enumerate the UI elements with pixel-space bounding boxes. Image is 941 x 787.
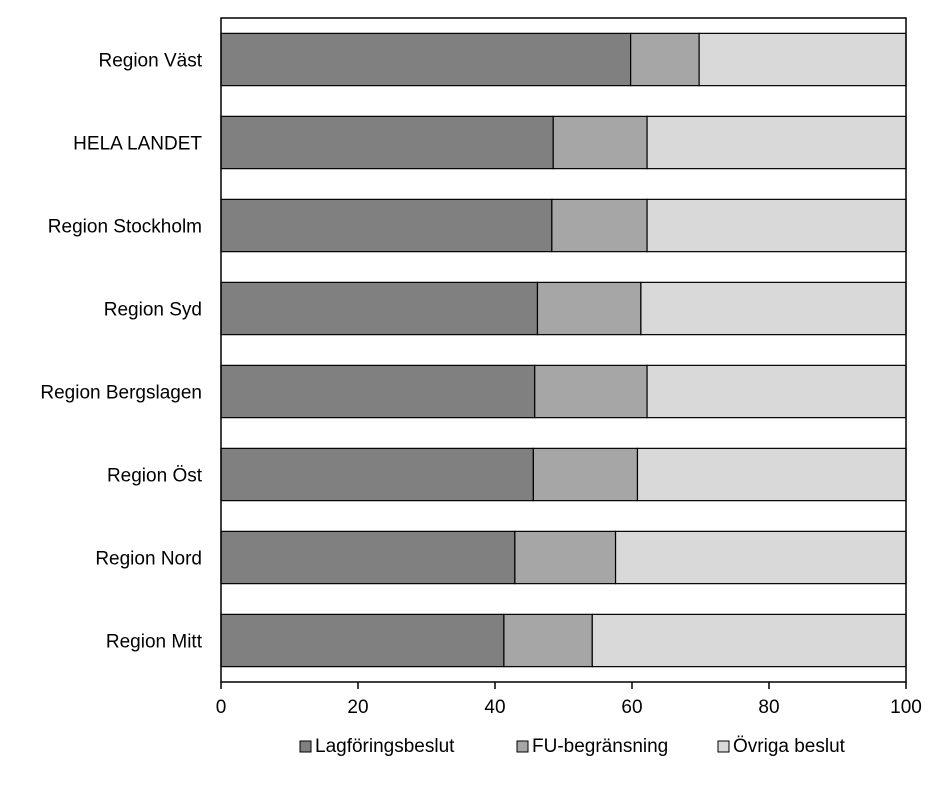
legend-label: Lagföringsbeslut bbox=[315, 736, 455, 757]
bar-segment-fu-begr-nsning-5 bbox=[532, 447, 639, 502]
bars-group bbox=[220, 32, 907, 668]
legend-label: FU-begränsning bbox=[532, 736, 668, 757]
category-label: Region Väst bbox=[98, 51, 202, 72]
plot-area-frame bbox=[220, 17, 907, 683]
bar-segment--vriga-beslut-5 bbox=[636, 447, 907, 502]
bar-segment-lagf-ringsbeslut-1 bbox=[220, 115, 554, 170]
x-tick-label: 100 bbox=[890, 697, 922, 718]
bar-segment-fu-begr-nsning-4 bbox=[534, 364, 648, 419]
bar-segment--vriga-beslut-7 bbox=[591, 613, 907, 668]
bar-segment-lagf-ringsbeslut-4 bbox=[220, 364, 536, 419]
legend-swatch bbox=[717, 740, 730, 753]
bar-segment-lagf-ringsbeslut-5 bbox=[220, 447, 534, 502]
category-label: Region Bergslagen bbox=[40, 383, 202, 404]
bar-segment-fu-begr-nsning-0 bbox=[630, 32, 700, 87]
category-label: Region Stockholm bbox=[48, 217, 202, 238]
bar-segment--vriga-beslut-3 bbox=[640, 281, 907, 336]
bar-segment--vriga-beslut-2 bbox=[646, 198, 907, 253]
category-label: Region Syd bbox=[104, 300, 202, 321]
legend-swatch bbox=[299, 740, 312, 753]
bar-segment--vriga-beslut-6 bbox=[614, 530, 907, 585]
x-tick-label: 0 bbox=[216, 697, 227, 718]
bar-segment-fu-begr-nsning-6 bbox=[514, 530, 617, 585]
category-label: Region Nord bbox=[95, 549, 202, 570]
bar-segment-lagf-ringsbeslut-7 bbox=[220, 613, 505, 668]
x-axis: 0 20 40 60 80 100 bbox=[216, 682, 922, 718]
legend-label: Övriga beslut bbox=[733, 736, 846, 757]
bar-segment-lagf-ringsbeslut-0 bbox=[220, 32, 632, 87]
bar-segment-fu-begr-nsning-7 bbox=[503, 613, 593, 668]
category-labels: Region Väst HELA LANDET Region Stockholm Re… bbox=[40, 51, 202, 653]
bar-segment-fu-begr-nsning-1 bbox=[552, 115, 648, 170]
bar-segment-lagf-ringsbeslut-6 bbox=[220, 530, 516, 585]
x-tick-label: 80 bbox=[758, 697, 779, 718]
x-tick-label: 40 bbox=[484, 697, 505, 718]
legend-swatch bbox=[516, 740, 529, 753]
bar-segment--vriga-beslut-1 bbox=[646, 115, 907, 170]
x-tick-label: 60 bbox=[621, 697, 642, 718]
bar-segment-fu-begr-nsning-3 bbox=[536, 281, 642, 336]
bar-segment-fu-begr-nsning-2 bbox=[551, 198, 648, 253]
category-label: Region Öst bbox=[107, 466, 203, 487]
bar-segment-lagf-ringsbeslut-2 bbox=[220, 198, 553, 253]
category-label: Region Mitt bbox=[106, 632, 203, 653]
category-label: HELA LANDET bbox=[73, 134, 202, 155]
bar-segment-lagf-ringsbeslut-3 bbox=[220, 281, 539, 336]
bar-segment--vriga-beslut-4 bbox=[646, 364, 907, 419]
x-tick-label: 20 bbox=[347, 697, 368, 718]
legend: Lagföringsbeslut FU-begränsning Övriga bes… bbox=[299, 736, 846, 757]
bar-segment--vriga-beslut-0 bbox=[698, 32, 907, 87]
